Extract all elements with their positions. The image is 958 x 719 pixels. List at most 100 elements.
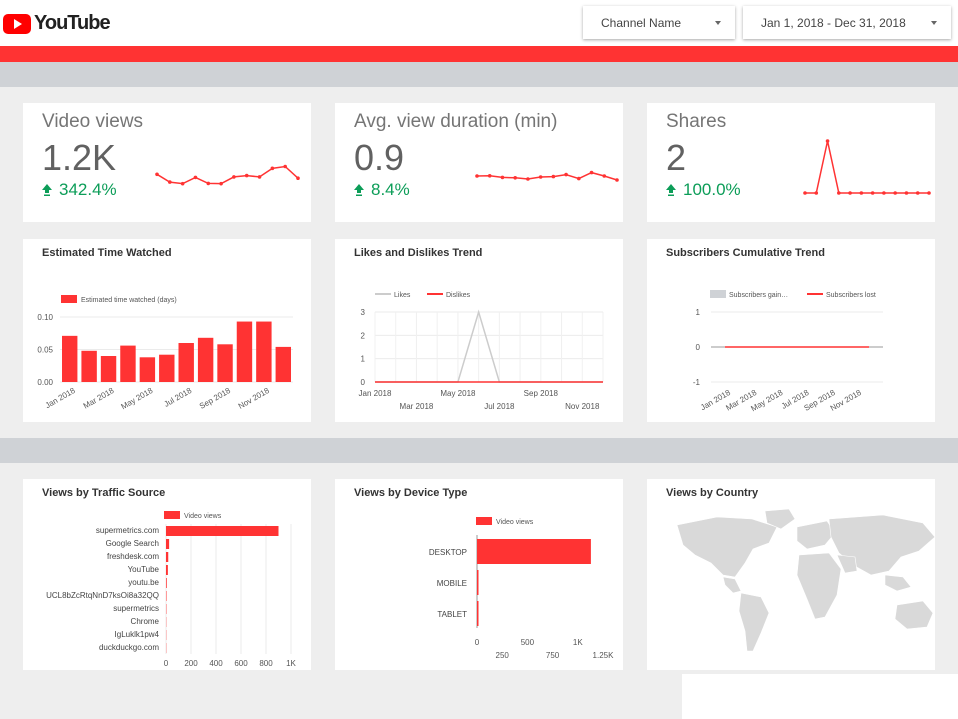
y-tick-label: 0.00 xyxy=(37,378,53,387)
bar xyxy=(139,357,156,382)
spark-point xyxy=(904,191,909,195)
kpi-title: Avg. view duration (min) xyxy=(354,111,558,132)
spark-point xyxy=(859,191,864,195)
legend-label: Dislikes xyxy=(446,292,471,299)
category-label: Chrome xyxy=(131,617,160,626)
kpi-delta-value: 8.4% xyxy=(371,180,410,199)
spark-point xyxy=(589,170,594,175)
spark-point xyxy=(915,191,920,195)
bar xyxy=(166,552,169,562)
spark-point xyxy=(155,172,159,177)
legend-label: Video views xyxy=(184,513,222,520)
chart-card-device: Views by Device Type Video views DESKTOP M… xyxy=(335,479,623,670)
map-north-america xyxy=(676,516,778,578)
channel-name-dropdown[interactable]: Channel Name xyxy=(583,6,735,39)
bar xyxy=(275,346,291,382)
spark-line xyxy=(805,140,929,194)
x-tick-label: Sep 2018 xyxy=(198,386,233,411)
spark-point xyxy=(577,176,581,181)
spark-point xyxy=(513,176,517,180)
category-label: DESKTOP xyxy=(429,548,467,557)
kpi-delta-value: 342.4% xyxy=(59,180,117,199)
category-label: freshdesk.com xyxy=(107,552,159,561)
legend-swatch xyxy=(61,295,77,303)
spark-point xyxy=(837,191,841,195)
spark-point xyxy=(870,191,875,195)
legend-label: Video views xyxy=(496,519,534,526)
footer-panel xyxy=(682,674,958,719)
x-tick-label: 1.25K xyxy=(593,651,615,660)
likes-chart: Likes Dislikes 3 2 1 0 Jan 2018 May 2018 Sep 201… xyxy=(359,292,604,411)
y-tick-label: 0.10 xyxy=(37,313,53,322)
spark-line xyxy=(476,171,618,181)
category-label: supermetrics xyxy=(113,604,159,613)
category-label: duckduckgo.com xyxy=(99,643,159,652)
legend-label: Subscribers gain… xyxy=(729,292,788,299)
spark-point xyxy=(487,174,492,178)
x-tick-label: Jan 2018 xyxy=(44,386,77,411)
series-line-likes xyxy=(375,309,603,383)
section-divider xyxy=(0,438,958,463)
spark-point xyxy=(814,191,819,195)
spark-point xyxy=(270,166,275,171)
chart-card-country: Views by Country xyxy=(647,479,936,670)
x-tick-label: Mar 2018 xyxy=(400,402,434,411)
kpi-delta-value: 100.0% xyxy=(683,180,741,199)
chart-title: Estimated Time Watched xyxy=(42,247,172,259)
spark-point xyxy=(257,175,262,179)
spark-point xyxy=(296,176,300,180)
channel-name-value: Channel Name xyxy=(601,16,682,30)
x-tick-label: 1K xyxy=(286,659,296,668)
bar xyxy=(100,356,117,382)
kpi-card-video-views: Video views 1.2K 342.4% xyxy=(23,103,311,222)
kpi-title: Video views xyxy=(42,111,144,132)
spark-point xyxy=(538,175,543,179)
y-tick-label: 0.05 xyxy=(37,346,53,355)
bar xyxy=(256,321,272,382)
section-divider xyxy=(0,62,958,87)
bar xyxy=(197,337,214,382)
map-middle-east xyxy=(836,554,858,574)
category-label: IgLuklk1pw4 xyxy=(115,630,160,639)
arrow-up-icon xyxy=(42,184,52,196)
bar xyxy=(166,526,279,536)
bar xyxy=(217,344,233,382)
chart-card-likes: Likes and Dislikes Trend Likes Dislikes 3 2… xyxy=(335,239,623,422)
arrow-up-icon xyxy=(354,184,364,196)
x-tick-label: Jul 2018 xyxy=(163,386,194,409)
x-tick-label: 0 xyxy=(475,638,480,647)
spark-point xyxy=(206,181,211,186)
x-tick-label: Mar 2018 xyxy=(82,386,116,411)
x-tick-label: 500 xyxy=(521,638,535,647)
chart-title: Views by Traffic Source xyxy=(42,487,166,499)
youtube-play-icon xyxy=(3,13,31,34)
bar xyxy=(178,343,194,382)
bar xyxy=(62,335,78,382)
kpi-card-shares: Shares 2 100.0% xyxy=(647,103,935,222)
spark-point xyxy=(180,181,185,186)
arrow-up-icon xyxy=(666,184,676,196)
chevron-down-icon xyxy=(931,21,937,25)
top-bar: YouTube Channel Name Jan 1, 2018 - Dec 3… xyxy=(0,0,958,46)
x-tick-label: May 2018 xyxy=(119,386,154,412)
category-label: YouTube xyxy=(128,565,160,574)
x-tick-label: Jan 2018 xyxy=(359,389,392,398)
spark-point xyxy=(526,177,530,181)
sparkline xyxy=(155,164,300,186)
brand-wordmark: YouTube xyxy=(34,12,111,34)
kpi-title: Shares xyxy=(666,111,727,132)
map-australia xyxy=(894,600,934,630)
youtube-logo: YouTube xyxy=(3,12,111,35)
bar xyxy=(166,591,167,601)
spark-point xyxy=(500,175,505,180)
x-tick-label: 750 xyxy=(546,651,560,660)
date-range-picker[interactable]: Jan 1, 2018 - Dec 31, 2018 xyxy=(743,6,951,39)
spark-point xyxy=(475,174,479,178)
category-label: Google Search xyxy=(106,539,159,548)
kpi-value: 0.9 xyxy=(354,137,405,178)
bar xyxy=(166,578,167,588)
bar xyxy=(81,350,97,382)
spark-line xyxy=(156,165,299,185)
header-red-band xyxy=(0,46,958,62)
map-africa xyxy=(796,552,842,620)
